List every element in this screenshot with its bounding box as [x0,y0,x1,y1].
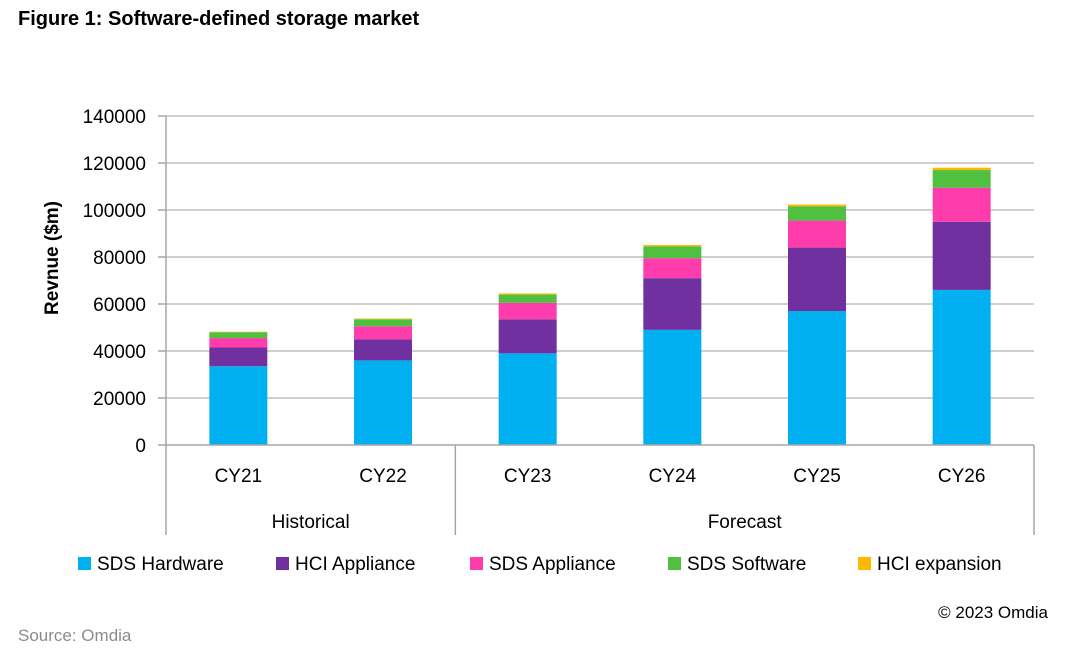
x-tick-label: CY21 [215,466,263,487]
bar-segment [932,289,991,445]
bar-segment [788,206,846,221]
gridlines [166,115,1034,399]
bar-segment [932,170,991,188]
bar-segment [643,258,702,279]
y-tick-label: 40000 [93,342,146,363]
bar-segment [788,311,846,445]
bar-segment [498,319,557,354]
bar-segment [643,278,702,330]
bar-segment [354,360,412,445]
y-tick-labels: 0 20000 40000 60000 80000 100000 120000 140000 [83,107,146,457]
x-tick-label: CY25 [793,466,841,487]
legend-label: SDS Hardware [97,554,224,575]
legend-swatch [858,557,871,570]
bar-segment [643,245,702,247]
bar-segment [932,167,991,171]
bar-segment [932,221,991,290]
y-axis-label: Revnue ($m) [42,201,63,315]
copyright-text: © 2023 Omdia [938,603,1048,622]
bar-segment [354,339,412,361]
bar-segment [354,326,412,340]
y-tick-label: 0 [135,436,146,457]
bar-segment [209,338,268,348]
legend-swatch [78,557,91,570]
x-tick-label: CY23 [504,466,552,487]
x-tick-label: CY24 [649,466,697,487]
group-label: Forecast [708,512,783,533]
legend-swatch [470,557,483,570]
bar-segment [498,293,557,295]
legend-swatch [668,557,681,570]
bar-segment [932,187,991,222]
x-tick-label: CY22 [359,466,407,487]
x-tick-label: CY26 [938,466,986,487]
chart-title: Figure 1: Software-defined storage marke… [18,8,420,30]
legend-swatch [276,557,289,570]
legend-label: SDS Software [687,554,806,575]
group-label: Historical [272,512,350,533]
y-tick-label: 60000 [93,295,146,316]
bar-segment [643,246,702,259]
source-text: Source: Omdia [18,626,132,645]
bar-segment [498,294,557,303]
category-labels: CY21 CY22 CY23 CY24 CY25 CY26 [215,466,986,487]
legend-label: HCI Appliance [295,554,415,575]
y-tick-label: 80000 [93,248,146,269]
legend-label: SDS Appliance [489,554,616,575]
bar-segment [209,347,268,367]
bar-segment [209,366,268,445]
group-labels: Historical Forecast [272,512,783,533]
bar-segment [354,319,412,327]
legend-label: HCI expansion [877,554,1002,575]
bar-segment [788,247,846,312]
bar-segment [788,220,846,248]
y-tick-label: 20000 [93,389,146,410]
y-tick-label: 140000 [83,107,146,128]
bar-segment [788,204,846,207]
bar-segment [354,318,412,320]
axes [158,115,1035,535]
legend: SDS Hardware HCI Appliance SDS Appliance SD… [78,554,1002,575]
bar-segment [498,353,557,445]
y-tick-label: 120000 [83,154,146,175]
y-tick-label: 100000 [83,201,146,222]
bar-segment [498,302,557,320]
bar-segment [209,332,268,339]
bars [209,167,991,445]
bar-segment [643,329,702,445]
